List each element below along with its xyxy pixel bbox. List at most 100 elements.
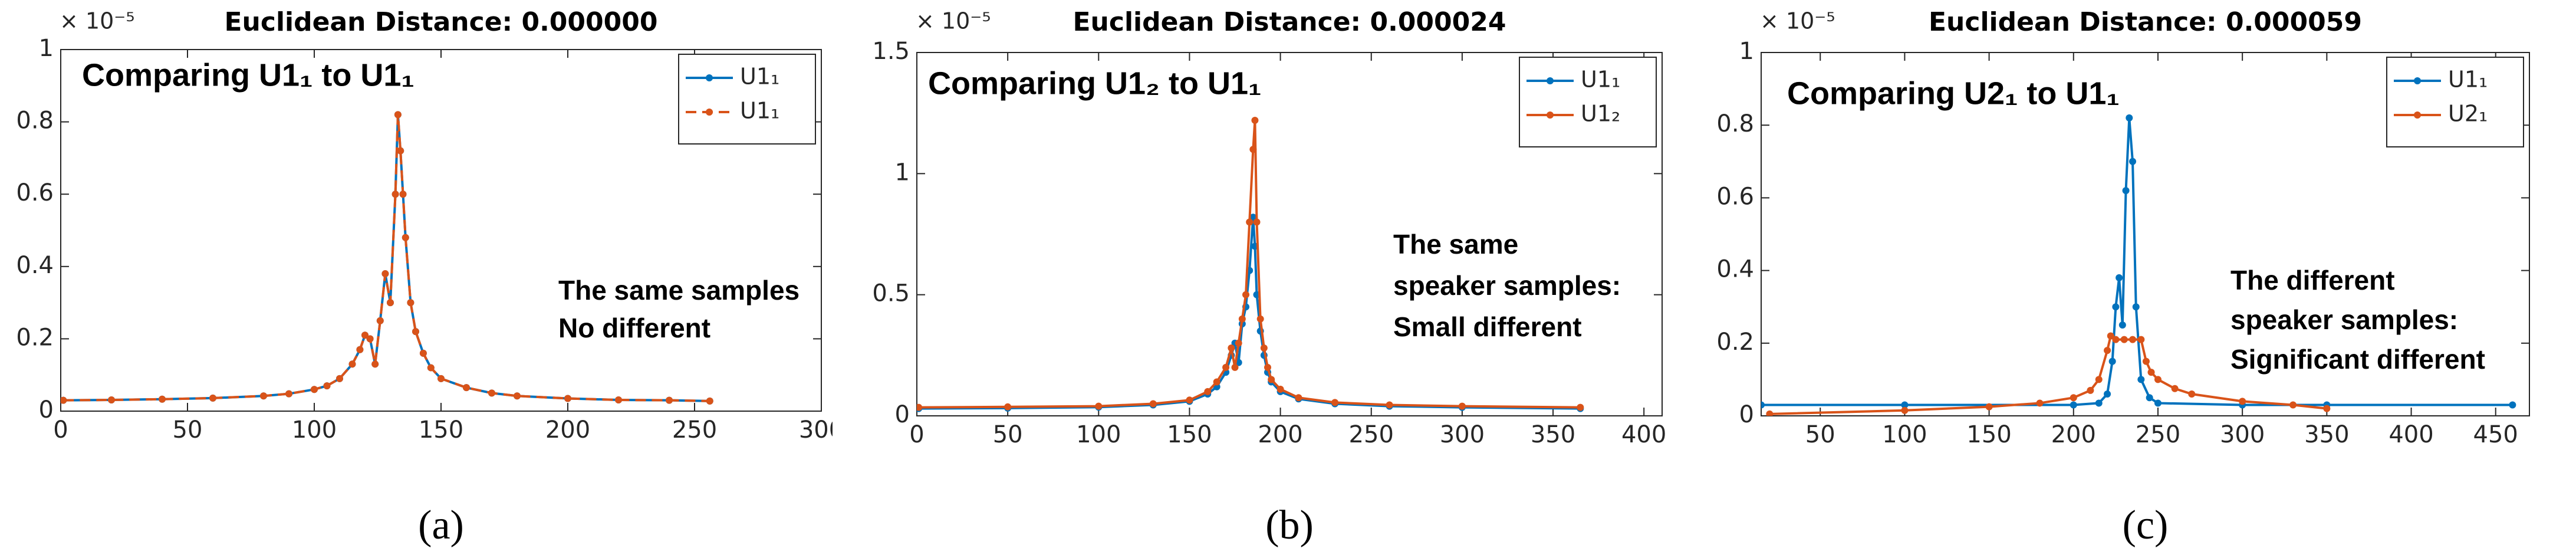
- x-tick-label: 50: [173, 416, 203, 444]
- data-point: [1004, 403, 1012, 411]
- data-point: [2036, 399, 2044, 407]
- data-point: [2132, 303, 2140, 311]
- panel: 0 0.5 1 1.5 0 50 100 150 200 250 300 350 400 U1₁ U1₂ Eu…: [872, 7, 1666, 448]
- data-point: [1256, 315, 1264, 323]
- x-tick-label: 300: [2220, 421, 2265, 448]
- caption: (a): [418, 503, 464, 548]
- data-point: [2137, 336, 2145, 343]
- data-point: [323, 382, 331, 390]
- data-point: [399, 191, 407, 198]
- data-point: [412, 328, 419, 336]
- data-point: [1386, 401, 1393, 409]
- data-point: [1766, 410, 1774, 416]
- data-point: [1260, 344, 1268, 352]
- data-point: [514, 392, 521, 400]
- data-point: [1149, 400, 1157, 408]
- legend-marker: [2414, 77, 2421, 84]
- legend-label: U1₁: [2448, 67, 2488, 93]
- legend-marker: [2414, 111, 2421, 119]
- x-tick-label: 150: [1966, 421, 2011, 448]
- data-point: [1458, 402, 1466, 410]
- annotation: Significant different: [2230, 344, 2485, 375]
- y-tick-label: 1.5: [872, 38, 910, 65]
- data-point: [392, 191, 399, 198]
- data-point: [1095, 402, 1103, 410]
- x-tick-label: 400: [2389, 421, 2433, 448]
- data-point: [1901, 401, 1909, 409]
- data-point: [61, 396, 67, 404]
- x-tick-label: 200: [2051, 421, 2096, 448]
- y-tick-label: 0.8: [16, 107, 54, 134]
- comparison-label: Comparing U2₁ to U1₁: [1787, 76, 2120, 111]
- data-point: [2095, 376, 2103, 383]
- data-point: [1249, 146, 1257, 153]
- data-point: [1331, 399, 1339, 406]
- x-tick-label: 300: [1440, 421, 1485, 448]
- data-point: [336, 375, 343, 382]
- data-point: [376, 317, 384, 324]
- data-point: [2142, 357, 2150, 365]
- y-tick-label: 0.8: [1716, 110, 1754, 137]
- legend-marker: [1547, 77, 1554, 84]
- data-point: [2137, 376, 2145, 383]
- data-point: [564, 395, 571, 402]
- data-point: [2171, 385, 2179, 392]
- y-tick-label: 0.4: [1716, 256, 1754, 283]
- data-point: [1901, 406, 1909, 414]
- data-point: [2154, 376, 2162, 383]
- data-point: [209, 394, 216, 402]
- data-point: [2122, 187, 2130, 195]
- axis-exponent: × 10⁻⁵: [60, 8, 135, 34]
- chart-title: Euclidean Distance: 0.000000: [224, 7, 657, 37]
- data-point: [2509, 401, 2516, 409]
- data-point: [1242, 291, 1250, 298]
- data-point: [1246, 218, 1254, 226]
- data-point: [159, 395, 166, 403]
- x-tick-label: 50: [993, 421, 1023, 448]
- y-tick-label: 0.2: [1716, 329, 1754, 356]
- data-point: [2129, 336, 2137, 343]
- data-point: [2104, 390, 2111, 398]
- annotation: The same: [1393, 229, 1518, 260]
- y-tick-label: 0.5: [872, 280, 910, 307]
- x-tick-label: 400: [1621, 421, 1666, 448]
- legend-box: [1519, 57, 1657, 147]
- data-point: [463, 384, 470, 392]
- data-point: [1231, 363, 1239, 371]
- data-point: [407, 299, 414, 307]
- data-point: [2116, 274, 2123, 281]
- x-tick-label: 350: [2304, 421, 2349, 448]
- y-tick-label: 0.2: [16, 324, 54, 351]
- axis-exponent: × 10⁻⁵: [916, 8, 991, 34]
- x-tick-label: 100: [1076, 421, 1121, 448]
- data-point: [311, 386, 318, 393]
- data-point: [2118, 321, 2126, 329]
- data-point: [1761, 401, 1765, 409]
- data-point: [2112, 303, 2120, 311]
- data-point: [1222, 363, 1230, 371]
- data-point: [1228, 344, 1235, 352]
- data-point: [356, 346, 364, 353]
- plot-data: [917, 116, 1584, 412]
- data-point: [1295, 394, 1302, 402]
- data-point: [285, 390, 292, 398]
- x-tick-label: 100: [1882, 421, 1927, 448]
- y-tick-label: 0: [895, 401, 910, 428]
- data-point: [2146, 394, 2153, 402]
- y-tick-label: 0.4: [16, 252, 54, 279]
- legend-box: [2386, 57, 2524, 147]
- data-point: [1251, 116, 1259, 124]
- data-point: [394, 111, 402, 119]
- data-point: [2070, 401, 2077, 409]
- data-point: [381, 270, 389, 278]
- annotation: speaker samples:: [1393, 270, 1621, 301]
- data-point: [348, 360, 356, 368]
- y-tick-label: 0: [39, 396, 54, 424]
- data-point: [361, 331, 369, 339]
- legend-label: U1₂: [1581, 101, 1620, 127]
- data-point: [1238, 315, 1246, 323]
- x-tick-label: 200: [545, 416, 590, 444]
- data-point: [2126, 114, 2133, 122]
- data-point: [2129, 157, 2137, 165]
- data-point: [387, 299, 394, 307]
